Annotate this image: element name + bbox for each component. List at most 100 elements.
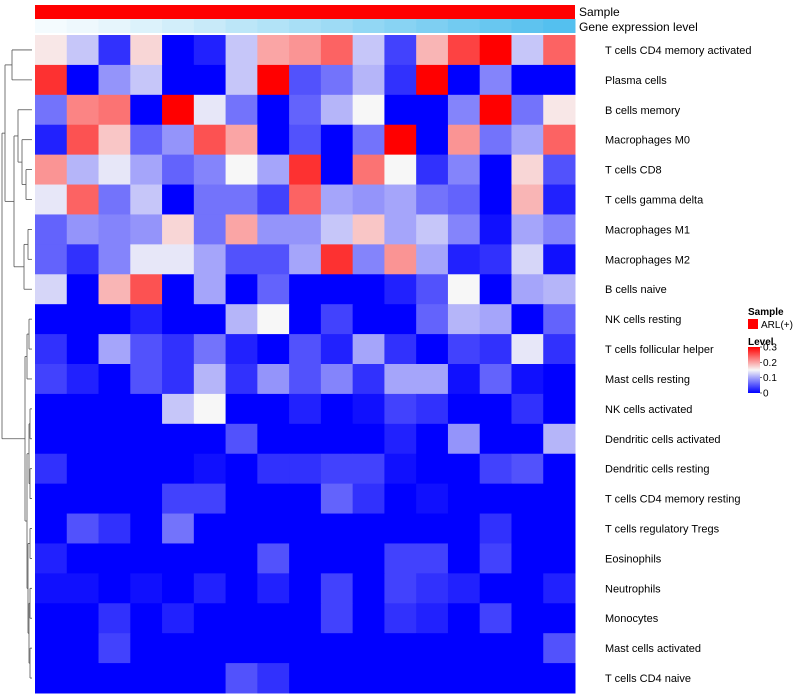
heatmap-cell [98,423,131,455]
heatmap-cell [320,184,354,215]
heatmap-cell [320,364,354,395]
heatmap-cell [479,214,512,245]
row-label: Dendritic cells resting [605,464,710,476]
row-label: NK cells resting [605,314,681,326]
row-label: T cells CD4 memory resting [605,494,741,506]
heatmap-cell [66,124,100,156]
heatmap-cell [416,633,449,664]
heatmap-cell [257,64,290,96]
row-label: Mast cells activated [605,643,701,655]
row-label: B cells naive [605,284,667,296]
expression-annotation-cell [98,19,131,33]
heatmap-cell [193,64,227,96]
heatmap-cell [225,64,258,96]
heatmap-cell [162,423,195,455]
heatmap-cell [35,393,68,425]
heatmap-cell [225,603,258,634]
heatmap-cell [35,633,68,664]
heatmap-cell [479,453,512,485]
heatmap-cell [162,274,195,305]
heatmap-cell [320,154,354,186]
heatmap-cell [225,513,258,544]
heatmap-cell [479,513,512,544]
heatmap-cell [98,603,131,634]
heatmap-cell [225,364,258,395]
heatmap-cell [35,124,68,156]
heatmap-cell [130,423,163,455]
heatmap-cell [130,304,163,335]
heatmap-cell [352,244,385,275]
heatmap-cell [98,364,131,395]
heatmap-cell [162,334,195,365]
heatmap-cell [447,483,481,515]
heatmap-cell [384,543,417,574]
heatmap-cell [289,274,322,305]
row-label: Dendritic cells activated [605,434,721,446]
heatmap-cell [193,94,227,126]
heatmap-cell [35,35,68,66]
heatmap-cell [130,244,163,275]
heatmap-cell [352,364,385,395]
heatmap-cell [479,35,512,66]
heatmap-cell [511,334,544,365]
heatmap-cell [257,154,290,186]
heatmap-cell [162,124,195,156]
heatmap-cell [66,543,100,574]
heatmap-cell [479,573,512,604]
heatmap-cell [289,663,322,694]
heatmap-cell [66,184,100,215]
heatmap-cell [257,423,290,455]
heatmap-cell [98,244,131,275]
heatmap-cell [289,423,322,455]
heatmap-cell [35,214,68,245]
heatmap-cell [130,64,163,96]
heatmap-cell [352,603,385,634]
heatmap-cell [162,304,195,335]
heatmap-cell [257,393,290,425]
heatmap-cell [320,543,354,574]
heatmap-cell [66,274,100,305]
expression-annotation-cell [162,19,195,33]
heatmap-cell [352,633,385,664]
heatmap-cell [511,184,544,215]
heatmap-cell [320,244,354,275]
heatmap-cell [320,633,354,664]
heatmap-cell [257,633,290,664]
heatmap-cell [162,364,195,395]
heatmap-cell [447,124,481,156]
heatmap-cell [225,483,258,515]
heatmap-cell [479,64,512,96]
heatmap-cell [66,304,100,335]
heatmap-cell [543,603,576,634]
heatmap-cell [66,393,100,425]
heatmap-cell [352,304,385,335]
heatmap-cell [193,214,227,245]
heatmap-cell [416,124,449,156]
heatmap-cell [193,423,227,455]
heatmap-cell [384,663,417,694]
heatmap-cell [447,573,481,604]
heatmap-cell [384,423,417,455]
heatmap-cell [193,154,227,186]
heatmap-cell [320,603,354,634]
heatmap-cell [416,94,449,126]
heatmap-cell [130,94,163,126]
heatmap-cell [289,483,322,515]
heatmap-cell [320,663,354,694]
heatmap-cell [352,453,385,485]
heatmap-cell [352,393,385,425]
heatmap-cell [225,274,258,305]
heatmap-cell [479,543,512,574]
heatmap-cell [66,603,100,634]
expression-annotation-cell [416,19,449,33]
heatmap-cell [66,633,100,664]
heatmap-cell [416,483,449,515]
heatmap-cell [225,35,258,66]
heatmap-cell [447,334,481,365]
heatmap-cell [35,304,68,335]
expression-annotation-cell [66,19,100,33]
heatmap-cell [384,334,417,365]
heatmap-cell [416,453,449,485]
legend-tick-label: 0.2 [763,358,777,369]
heatmap-cell [511,274,544,305]
